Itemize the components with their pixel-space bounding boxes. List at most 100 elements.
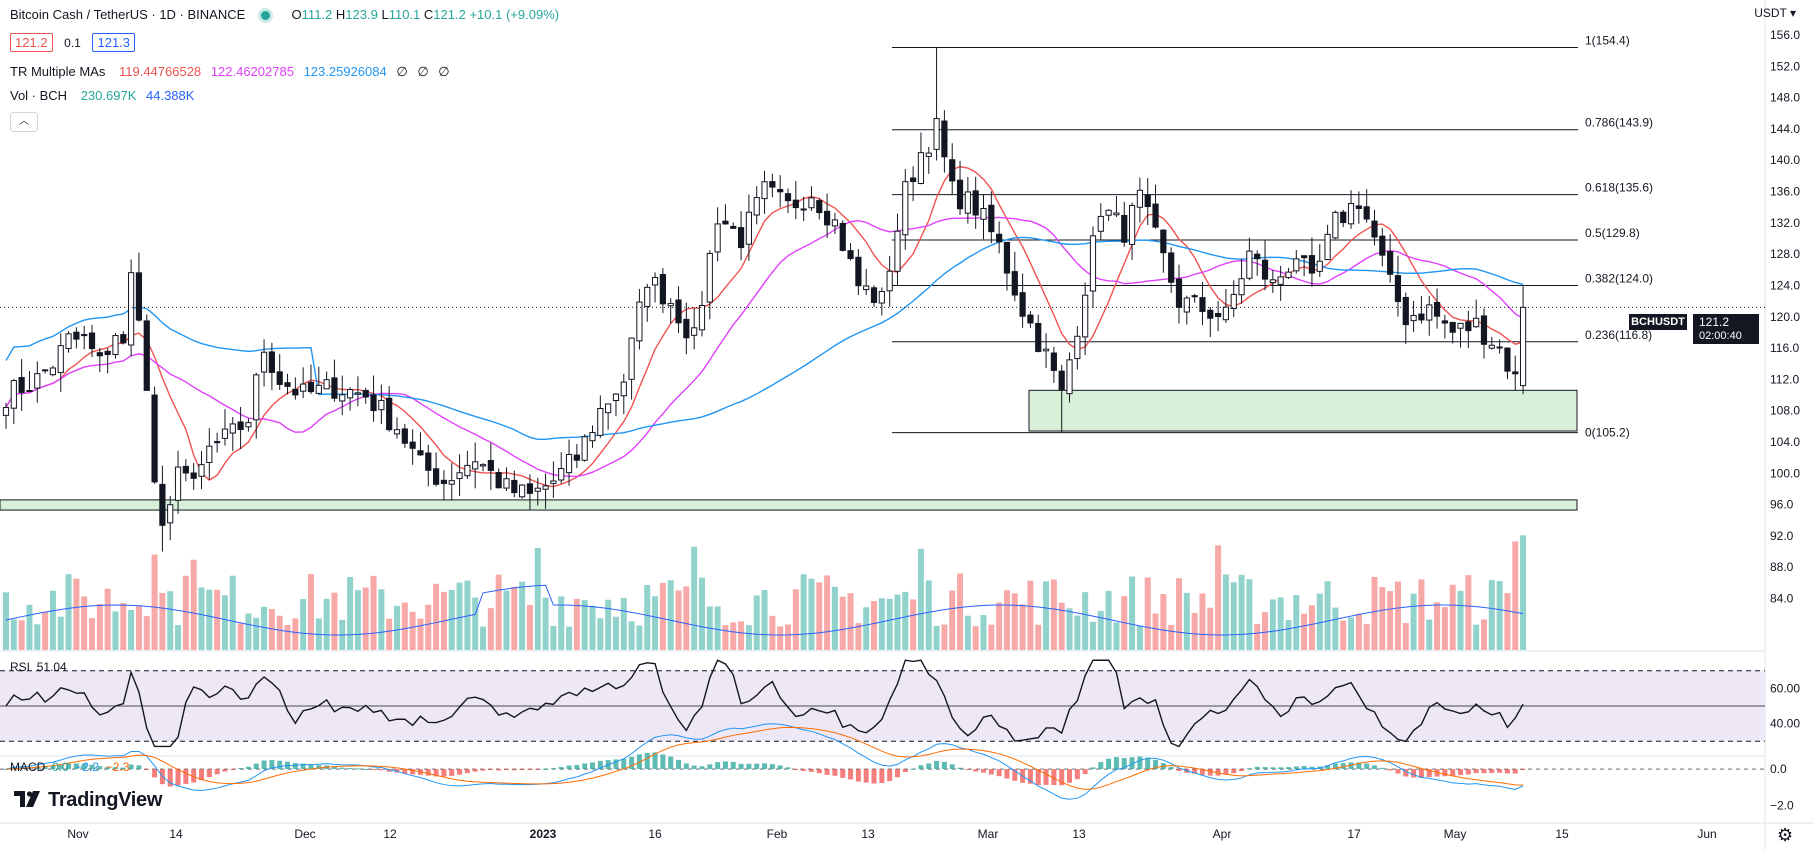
volume-bar <box>1168 624 1175 650</box>
macd-histogram-bar <box>238 768 244 770</box>
volume-bar <box>1269 599 1276 650</box>
candle-body <box>433 468 440 485</box>
currency-selector[interactable]: USDT ▾ <box>1754 6 1796 20</box>
candle-body <box>1089 235 1097 292</box>
candle-body <box>519 484 526 498</box>
macd-histogram-bar <box>894 769 900 778</box>
candle-body <box>706 252 713 303</box>
candle-body <box>831 219 839 227</box>
macd-histogram-bar <box>292 763 298 770</box>
ma-indicator-name: TR Multiple MAs <box>10 64 106 79</box>
macd-histogram-bar <box>590 762 595 770</box>
volume-bar <box>128 610 135 650</box>
macd-legend[interactable]: MACD 0.0 −2.2 −2.3 <box>10 760 130 774</box>
macd-histogram-bar <box>331 766 337 770</box>
price-axis-label: 152.0 <box>1770 59 1800 73</box>
volume-bar <box>722 625 729 650</box>
volume-bar <box>65 574 72 650</box>
ma-legend[interactable]: TR Multiple MAs 119.44766528 122.4620278… <box>10 64 450 79</box>
volume-bar <box>18 620 25 650</box>
candle-body <box>34 373 41 389</box>
time-axis-label: 12 <box>383 827 397 841</box>
candle-body <box>1121 214 1128 243</box>
volume-bar <box>378 589 385 650</box>
volume-bar <box>589 605 596 650</box>
chart-settings-icon[interactable]: ⚙ <box>1777 825 1794 845</box>
volume-bar <box>698 577 705 650</box>
symbol-title[interactable]: Bitcoin Cash / TetherUS · 1D · BINANCE <box>10 7 246 22</box>
macd-histogram-bar <box>887 769 893 782</box>
collapse-legend-button[interactable]: ︿ <box>10 112 38 132</box>
candle-body <box>1261 259 1269 280</box>
volume-bar <box>448 589 455 650</box>
volume-bar <box>1254 623 1261 650</box>
volume-bar <box>957 573 964 650</box>
candle-body <box>1215 312 1222 318</box>
macd-histogram-bar <box>597 760 603 770</box>
candle-body <box>980 207 987 220</box>
candle-body <box>1160 229 1167 254</box>
volume-bar <box>1285 619 1292 650</box>
macd-histogram-bar <box>981 769 986 773</box>
time-axis-label: 15 <box>1555 827 1569 841</box>
volume-legend[interactable]: Vol · BCH 230.697K 44.388K <box>10 88 194 103</box>
volume-bar <box>933 625 940 650</box>
candle-body <box>902 181 909 236</box>
candle-body <box>346 389 354 399</box>
rsi-legend[interactable]: RSI 51.04 <box>10 660 67 674</box>
spread-value: 0.1 <box>64 36 81 50</box>
macd-histogram-bar <box>175 769 181 786</box>
volume-bar <box>871 601 878 650</box>
candle-body <box>1355 205 1362 209</box>
macd-histogram-bar <box>73 763 79 770</box>
time-axis-label: May <box>1444 827 1467 841</box>
bid-price[interactable]: 121.2 <box>10 33 53 52</box>
candle-body <box>1199 297 1206 312</box>
volume-bar <box>42 611 49 650</box>
volume-bar <box>464 580 471 650</box>
macd-histogram-bar <box>308 764 314 770</box>
volume-bar <box>886 598 893 650</box>
candle-body <box>292 388 299 396</box>
volume-bar <box>1488 580 1495 650</box>
volume-ma-line <box>5 584 1524 636</box>
time-axis-label: Dec <box>294 827 315 841</box>
time-axis-label: Nov <box>67 827 88 841</box>
fib-level-label: 0.618(135.6) <box>1585 181 1653 195</box>
tradingview-logo[interactable]: TradingView <box>14 789 162 812</box>
volume-bar <box>49 590 56 650</box>
candle-body <box>479 464 487 467</box>
candle-body <box>159 483 166 526</box>
macd-histogram-bar <box>496 769 502 771</box>
volume-bar <box>221 595 228 650</box>
volume-bar <box>808 578 815 650</box>
ask-price[interactable]: 121.3 <box>92 33 136 52</box>
ma-slow-line <box>5 236 1524 441</box>
macd-histogram-bar <box>1512 769 1518 774</box>
volume-bar <box>1113 622 1120 650</box>
volume-bar <box>1363 624 1370 650</box>
candle-body <box>49 367 57 376</box>
ma-mid-line <box>5 216 1524 478</box>
macd-histogram-bar <box>840 769 846 778</box>
volume-bar <box>1136 625 1143 650</box>
candle-body <box>612 393 620 402</box>
macd-histogram-bar <box>808 769 814 772</box>
volume-bar <box>182 575 189 650</box>
candle-body <box>370 394 377 412</box>
candle-body <box>2 407 10 416</box>
macd-histogram-bar <box>1207 769 1213 776</box>
macd-histogram-bar <box>848 769 854 780</box>
macd-histogram-bar <box>1285 767 1291 770</box>
volume-bar <box>323 598 330 650</box>
candle-body <box>1394 275 1402 303</box>
volume-bar <box>487 608 494 650</box>
candle-body <box>605 403 612 414</box>
candle-body <box>550 480 557 484</box>
macd-histogram-bar <box>855 769 861 782</box>
candle-body <box>870 287 878 303</box>
candle-body <box>104 350 111 356</box>
volume-bar <box>761 590 768 650</box>
macd-histogram-bar <box>660 754 666 770</box>
